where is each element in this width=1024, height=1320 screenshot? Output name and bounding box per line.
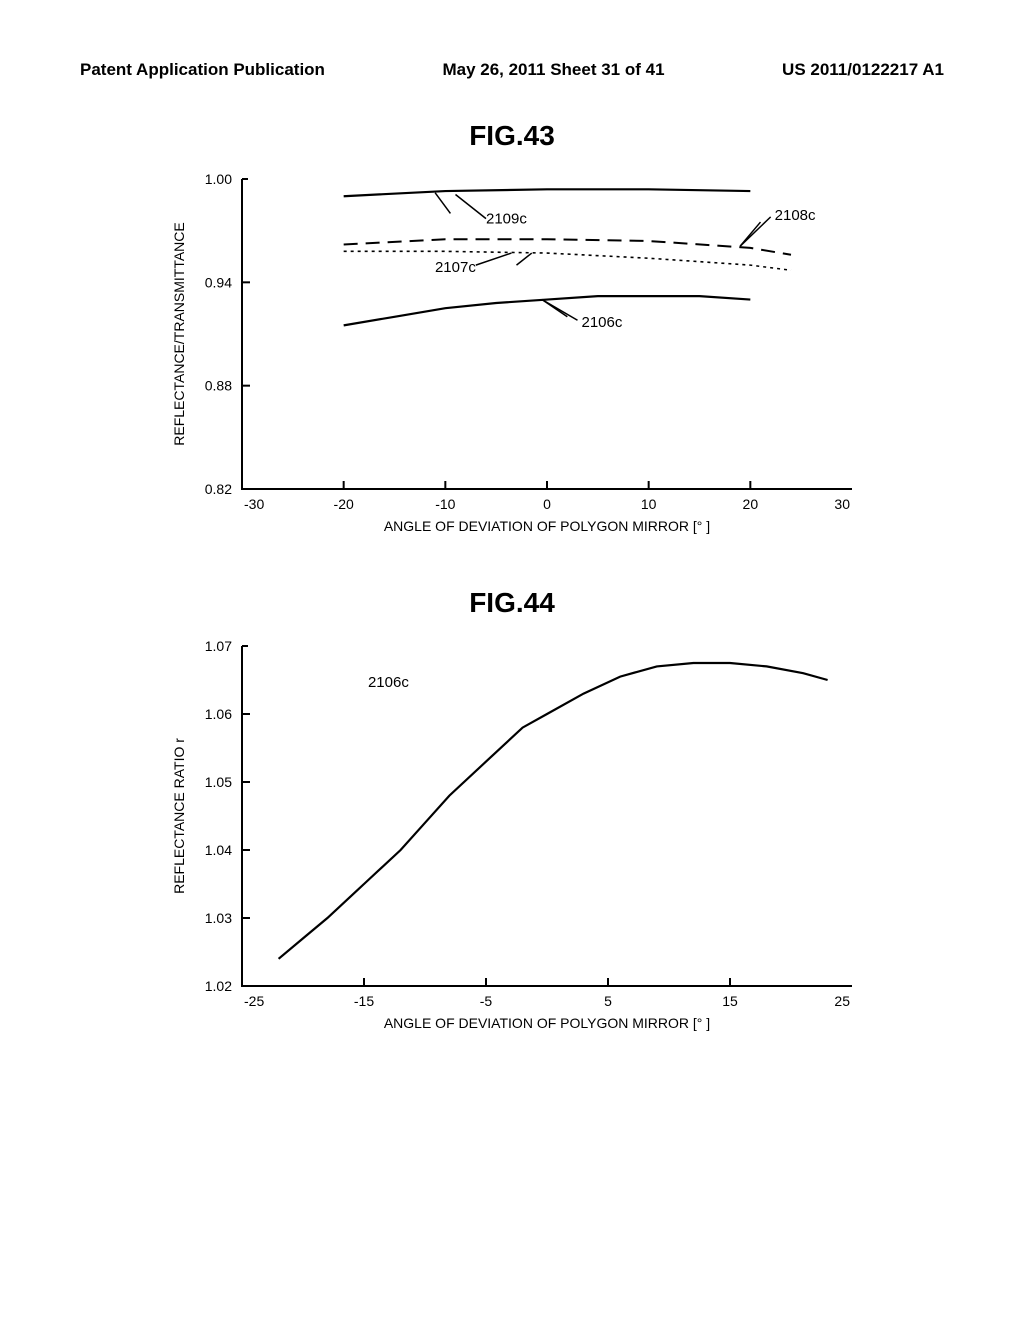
header-left: Patent Application Publication bbox=[80, 60, 325, 80]
svg-text:2108c: 2108c bbox=[775, 207, 816, 224]
svg-text:1.07: 1.07 bbox=[205, 638, 232, 654]
svg-text:0.94: 0.94 bbox=[205, 274, 232, 290]
svg-text:-20: -20 bbox=[334, 496, 354, 512]
svg-text:20: 20 bbox=[743, 496, 759, 512]
svg-text:-5: -5 bbox=[480, 993, 493, 1009]
svg-text:5: 5 bbox=[604, 993, 612, 1009]
header-right: US 2011/0122217 A1 bbox=[782, 60, 944, 80]
svg-text:2107c: 2107c bbox=[435, 259, 476, 276]
page-header: Patent Application Publication May 26, 2… bbox=[80, 60, 944, 80]
svg-text:0.88: 0.88 bbox=[205, 378, 232, 394]
svg-text:15: 15 bbox=[722, 993, 738, 1009]
fig43-chart: -30 -20 -10 0 10 20 30 0.82 0.88 0.94 1.00 ANGLE OF… bbox=[80, 167, 944, 547]
fig44-title: FIG.44 bbox=[80, 587, 944, 619]
svg-text:1.00: 1.00 bbox=[205, 171, 232, 187]
svg-text:-10: -10 bbox=[435, 496, 455, 512]
svg-text:-30: -30 bbox=[244, 496, 264, 512]
svg-text:REFLECTANCE RATIO r: REFLECTANCE RATIO r bbox=[171, 738, 187, 894]
page: Patent Application Publication May 26, 2… bbox=[0, 0, 1024, 1320]
svg-text:1.02: 1.02 bbox=[205, 978, 232, 994]
svg-text:ANGLE OF DEVIATION OF POLYGON: ANGLE OF DEVIATION OF POLYGON MIRROR [° … bbox=[384, 518, 710, 534]
svg-text:1.03: 1.03 bbox=[205, 910, 232, 926]
svg-text:25: 25 bbox=[834, 993, 850, 1009]
svg-text:-25: -25 bbox=[244, 993, 264, 1009]
svg-text:1.06: 1.06 bbox=[205, 706, 232, 722]
svg-text:-15: -15 bbox=[354, 993, 374, 1009]
svg-text:0.82: 0.82 bbox=[205, 481, 232, 497]
svg-text:10: 10 bbox=[641, 496, 657, 512]
svg-text:2106c: 2106c bbox=[582, 314, 623, 331]
fig44-chart: -25 -15 -5 5 15 25 1.02 1.03 1.04 1.05 1.06 1.07 ANG… bbox=[80, 634, 944, 1054]
svg-text:1.04: 1.04 bbox=[205, 842, 232, 858]
svg-text:0: 0 bbox=[543, 496, 551, 512]
fig43-title: FIG.43 bbox=[80, 120, 944, 152]
svg-text:2109c: 2109c bbox=[486, 211, 527, 228]
svg-text:2106c: 2106c bbox=[368, 674, 409, 691]
svg-text:REFLECTANCE/TRANSMITTANCE: REFLECTANCE/TRANSMITTANCE bbox=[171, 222, 187, 446]
header-mid: May 26, 2011 Sheet 31 of 41 bbox=[442, 60, 664, 80]
svg-text:1.05: 1.05 bbox=[205, 774, 232, 790]
svg-text:30: 30 bbox=[834, 496, 850, 512]
svg-text:ANGLE OF DEVIATION OF POLYGON: ANGLE OF DEVIATION OF POLYGON MIRROR [° … bbox=[384, 1015, 710, 1031]
